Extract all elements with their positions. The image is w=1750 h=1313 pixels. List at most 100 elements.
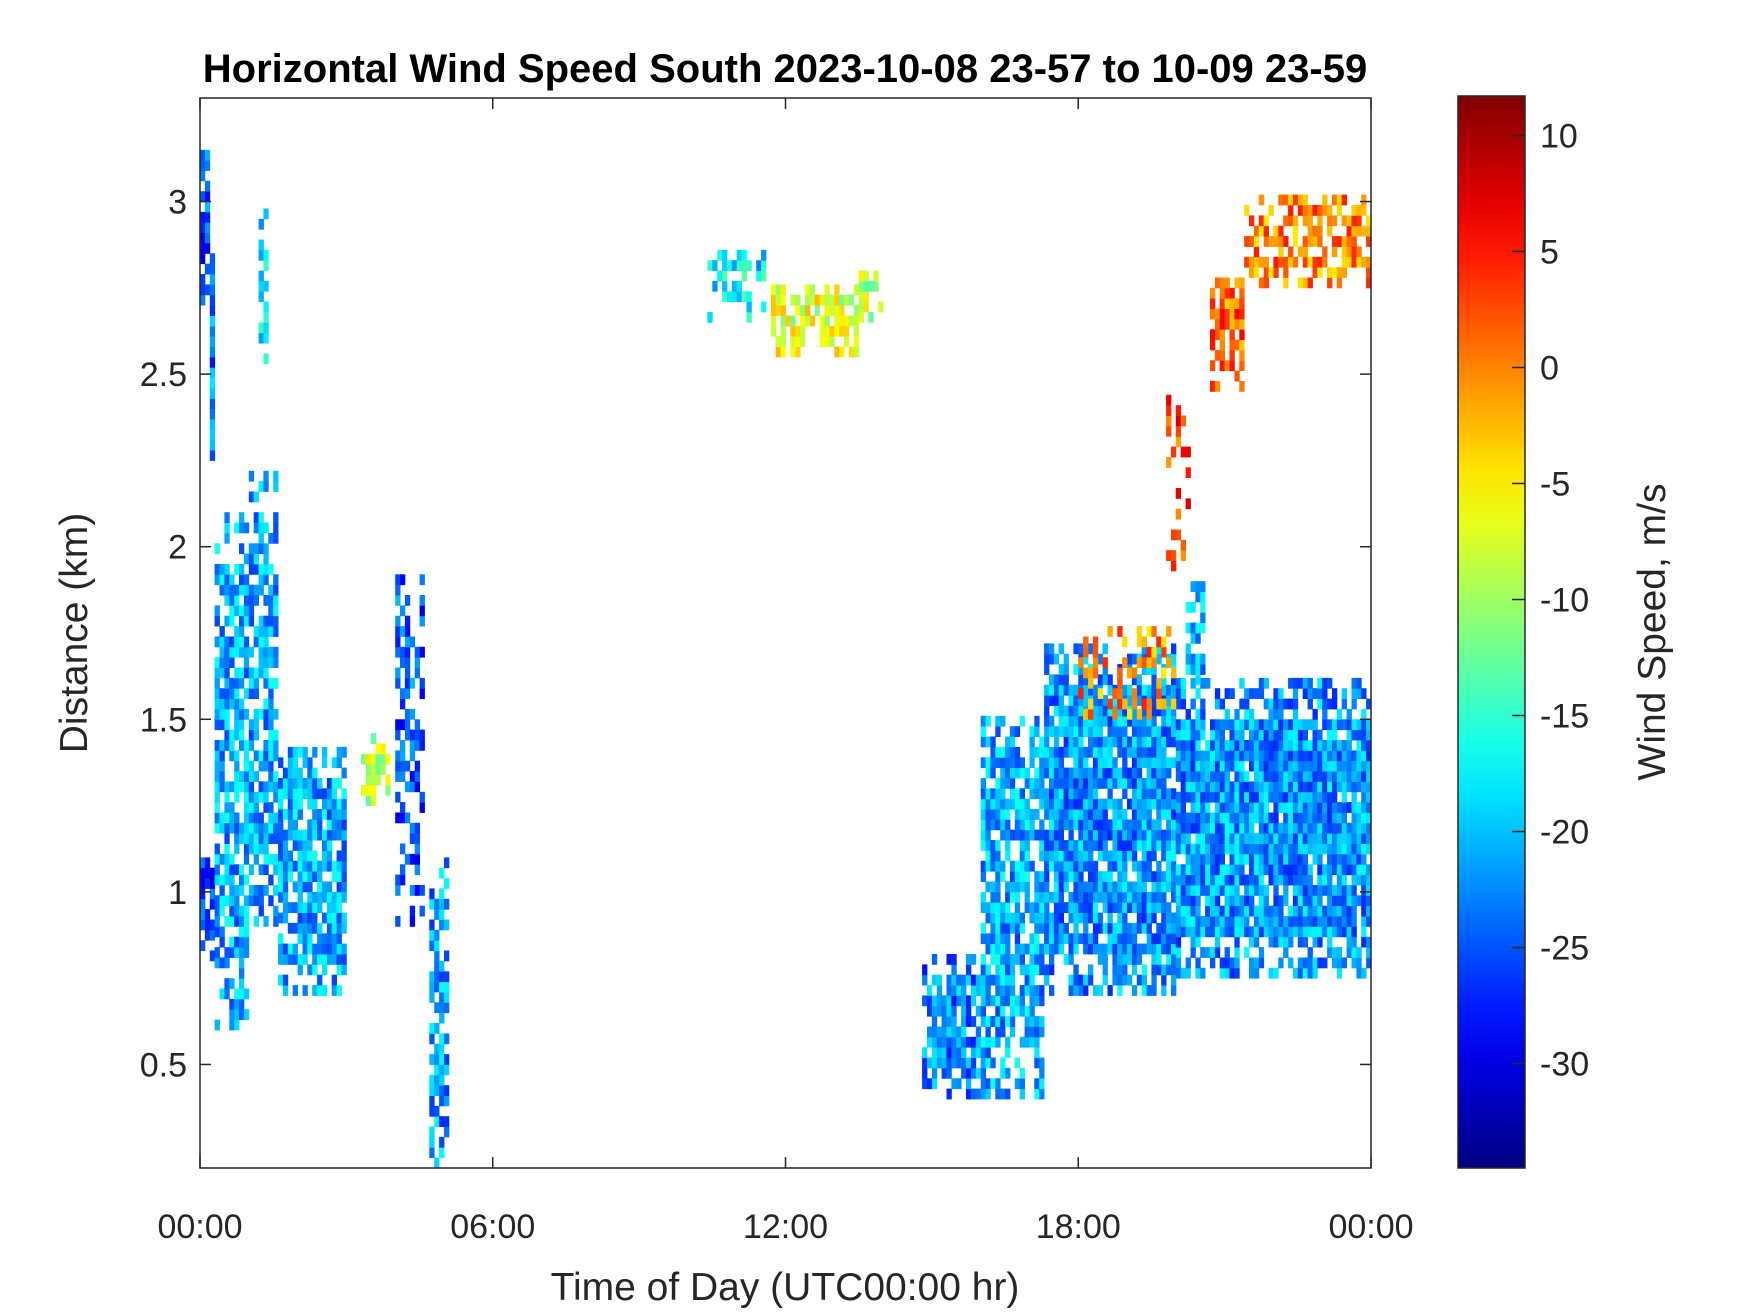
heatmap-cell [1244,771,1250,782]
heatmap-cell [1336,802,1343,813]
heatmap-cell [1332,905,1338,917]
heatmap-cell [1049,684,1055,696]
heatmap-cell [1341,215,1347,227]
heatmap-cell [1200,916,1206,927]
heatmap-cell [1219,885,1225,896]
heatmap-cell [1268,822,1274,834]
heatmap-cell [1122,757,1128,769]
heatmap-cell [234,564,240,575]
heatmap-cell [975,1067,982,1079]
heatmap-cell [1058,757,1064,769]
heatmap-cell [1078,736,1084,748]
heatmap-cell [731,260,738,271]
heatmap-cell [1317,885,1323,896]
heatmap-cell [409,740,416,751]
heatmap-cell [1078,840,1084,851]
heatmap-cell [1000,819,1006,831]
heatmap-cell [1073,943,1079,955]
heatmap-cell [1151,788,1157,800]
heatmap-cell [980,819,986,831]
heatmap-cell [258,249,264,261]
heatmap-cell [248,667,255,679]
heatmap-cell [243,916,250,927]
heatmap-cell [1190,874,1196,886]
heatmap-cell [1263,267,1269,278]
heatmap-cell [287,757,294,769]
heatmap-cell [1141,891,1147,903]
heatmap-cell [1039,757,1045,769]
heatmap-cell [1336,874,1343,886]
heatmap-cell [297,922,303,934]
heatmap-cell [1307,864,1313,876]
heatmap-cell [1073,819,1079,831]
heatmap-cell [848,315,855,327]
heatmap-cell [1034,778,1040,789]
heatmap-cell [1190,812,1196,824]
heatmap-cell [1049,788,1055,800]
heatmap-cell [961,1026,967,1038]
heatmap-cell [224,719,230,731]
heatmap-cell [1088,667,1094,679]
heatmap-cell [1307,236,1313,247]
heatmap-cell [1019,922,1025,934]
heatmap-cell [1097,715,1104,727]
heatmap-cell [263,553,269,565]
heatmap-cell [1014,912,1021,924]
heatmap-cell [1278,936,1284,948]
heatmap-cell [1185,926,1191,938]
heatmap-cell [1039,1057,1045,1069]
heatmap-cell [1117,829,1123,841]
heatmap-cell [1336,236,1343,247]
heatmap-cell [429,1054,435,1065]
heatmap-cell [331,788,337,800]
heatmap-cell [1200,864,1206,876]
heatmap-cell [1263,225,1269,237]
heatmap-cell [395,574,401,586]
heatmap-cell [209,878,216,889]
heatmap-cell [1351,802,1357,813]
heatmap-cell [1009,891,1016,903]
heatmap-cell [1019,767,1025,779]
heatmap-cell [258,270,264,282]
heatmap-cell [322,954,328,965]
heatmap-cell [1253,225,1260,237]
heatmap-cell [1073,798,1079,810]
heatmap-cell [322,891,328,903]
heatmap-cell [853,284,860,296]
heatmap-cell [282,778,289,789]
heatmap-cell [209,315,216,327]
heatmap-cell [809,284,816,296]
heatmap-cell [1107,726,1113,737]
heatmap-cell [1292,905,1299,917]
heatmap-cell [341,881,347,893]
heatmap-cell [239,874,245,886]
heatmap-cell [1273,256,1279,268]
heatmap-cell [268,657,274,668]
heatmap-cell [439,898,445,910]
heatmap-cell [1268,936,1274,948]
heatmap-cell [263,760,269,772]
heatmap-cell [307,767,313,779]
heatmap-cell [1195,581,1201,592]
heatmap-cell [1078,695,1084,706]
heatmap-cell [1210,916,1216,927]
heatmap-cell [1131,705,1138,717]
heatmap-cell [1000,912,1006,924]
heatmap-cell [1332,957,1338,969]
heatmap-cell [824,294,830,306]
heatmap-cell [1302,771,1308,782]
heatmap-cell [1122,767,1128,779]
heatmap-cell [1053,819,1060,831]
heatmap-cell [243,615,250,627]
heatmap-cell [287,767,294,779]
heatmap-cell [1127,902,1133,913]
heatmap-cell [273,646,279,658]
heatmap-cell [1039,819,1045,831]
heatmap-cell [1258,947,1265,958]
heatmap-cell [419,729,425,741]
heatmap-cell [429,1105,435,1117]
heatmap-cell [1332,843,1338,855]
heatmap-cell [1024,860,1030,872]
heatmap-cell [439,1012,445,1024]
heatmap-cell [341,871,347,882]
